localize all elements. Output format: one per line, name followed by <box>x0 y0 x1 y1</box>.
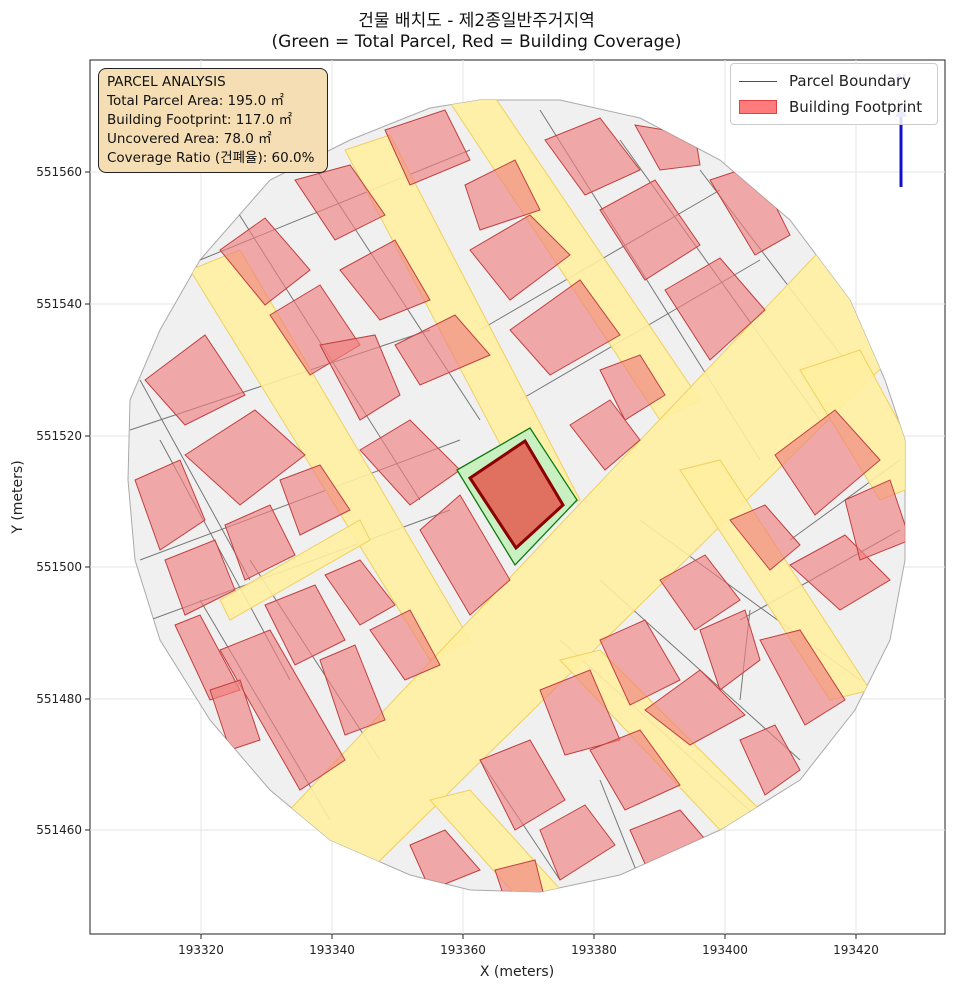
parcel-analysis-box: PARCEL ANALYSIS Total Parcel Area: 195.0… <box>98 68 328 173</box>
y-tick: 551460 <box>36 823 82 837</box>
y-tick: 551480 <box>36 692 82 706</box>
building-footprint <box>467 438 565 551</box>
y-tick-labels: 551560 551540 551520 551500 551480 55146… <box>36 165 82 837</box>
y-tick: 551560 <box>36 165 82 179</box>
y-axis-label: Y (meters) <box>10 460 26 534</box>
tick-marks <box>85 171 857 939</box>
legend: Parcel Boundary Building Footprint <box>730 63 938 125</box>
analysis-uncovered: Uncovered Area: 78.0 ㎡ <box>107 131 272 147</box>
parcel-line-swatch <box>739 80 777 82</box>
x-tick: 193320 <box>178 943 224 957</box>
legend-item-building: Building Footprint <box>739 97 922 117</box>
x-tick: 193400 <box>702 943 748 957</box>
x-tick-labels: 193320 193340 193360 193380 193400 19342… <box>178 943 879 957</box>
legend-item-parcel: Parcel Boundary <box>739 71 911 91</box>
x-axis-label: X (meters) <box>480 964 554 980</box>
analysis-heading: PARCEL ANALYSIS <box>107 74 226 90</box>
x-tick: 193360 <box>440 943 486 957</box>
analysis-footprint: Building Footprint: 117.0 ㎡ <box>107 112 293 128</box>
context-buildings <box>134 109 905 892</box>
y-tick: 551540 <box>36 297 82 311</box>
map-title: 건물 배치도 - 제2종일반주거지역 <box>358 11 595 31</box>
analysis-total-area: Total Parcel Area: 195.0 ㎡ <box>107 93 284 109</box>
x-tick: 193340 <box>309 943 355 957</box>
map-subtitle: (Green = Total Parcel, Red = Building Co… <box>271 32 682 52</box>
building-patch-swatch <box>739 100 777 114</box>
x-tick: 193420 <box>833 943 879 957</box>
x-tick: 193380 <box>571 943 617 957</box>
legend-label-parcel: Parcel Boundary <box>789 72 912 90</box>
analysis-coverage-ratio: Coverage Ratio (건폐율): 60.0% <box>107 150 315 166</box>
y-tick: 551520 <box>36 429 82 443</box>
legend-label-building: Building Footprint <box>789 98 923 116</box>
y-tick: 551500 <box>36 560 82 574</box>
